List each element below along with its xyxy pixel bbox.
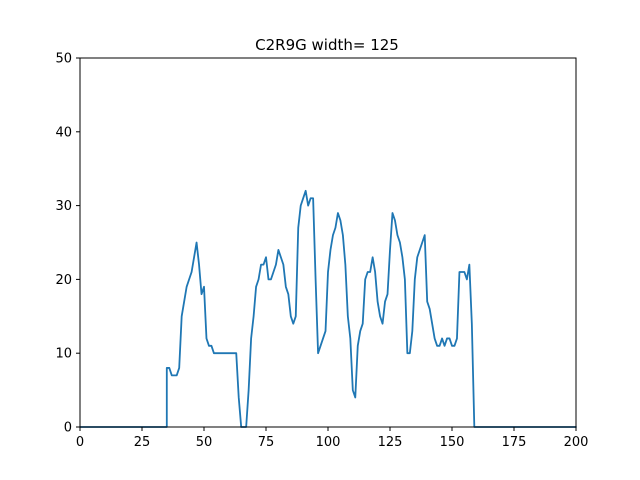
- chart-title: C2R9G width= 125: [255, 36, 399, 54]
- x-tick-label: 175: [502, 435, 527, 450]
- y-tick-label: 20: [55, 273, 72, 288]
- x-tick-label: 75: [258, 435, 275, 450]
- x-tick-label: 150: [440, 435, 465, 450]
- y-tick-label: 30: [55, 199, 72, 214]
- x-tick-label: 125: [378, 435, 403, 450]
- x-tick-label: 25: [134, 435, 151, 450]
- x-tick-label: 100: [316, 435, 341, 450]
- plot-frame: [79, 57, 577, 428]
- plot-area: 0 25 50 75 100 125 150 175 200 0 10 20 30 40 50: [55, 52, 588, 451]
- y-tick-label: 10: [55, 347, 72, 362]
- series-line-0: [79, 189, 577, 428]
- y-tick-label: 50: [55, 52, 72, 67]
- y-tick-label: 40: [55, 125, 72, 140]
- x-tick-label: 200: [564, 435, 589, 450]
- x-tick-label: 50: [196, 435, 213, 450]
- x-tick-label: 0: [76, 435, 84, 450]
- y-tick-label: 0: [64, 421, 72, 436]
